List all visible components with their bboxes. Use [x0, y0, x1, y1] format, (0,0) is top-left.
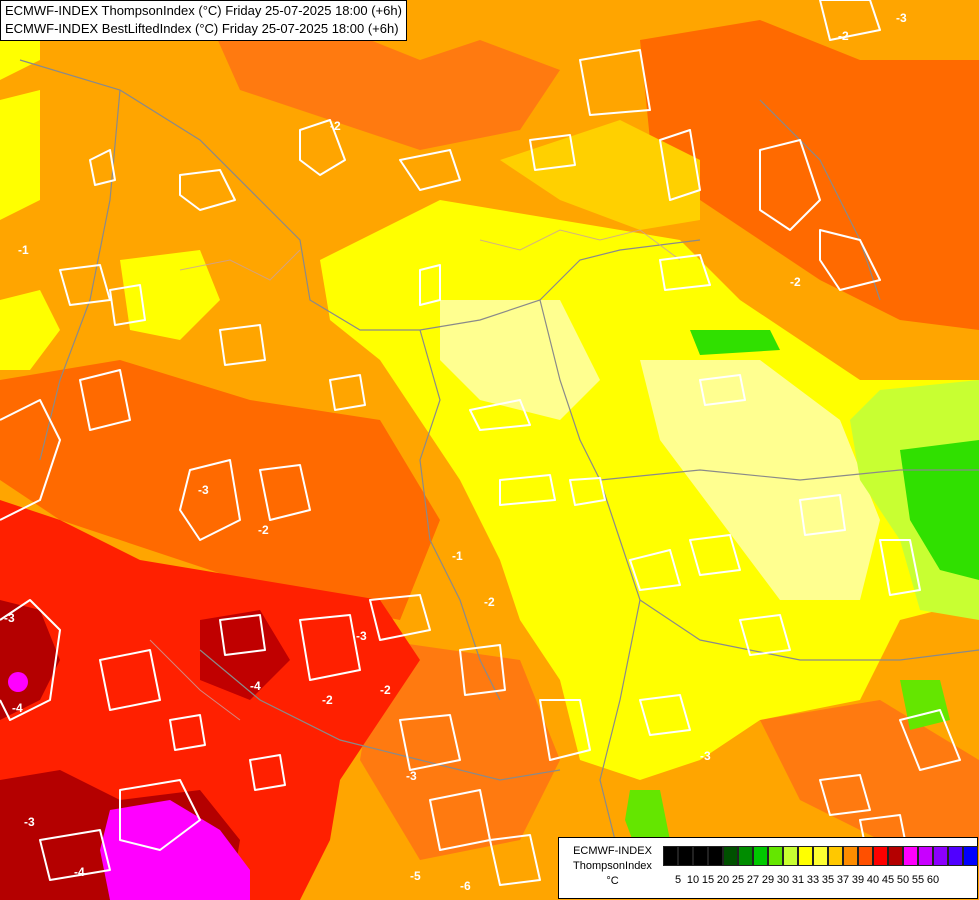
- legend-swatch: [678, 846, 693, 866]
- legend-swatch: [768, 846, 783, 866]
- legend-swatch: [753, 846, 768, 866]
- legend-tick: 15: [701, 874, 715, 886]
- legend-tick: 31: [791, 874, 805, 886]
- contour-label: -2: [484, 595, 495, 609]
- legend-swatch: [828, 846, 843, 866]
- legend-swatch: [783, 846, 798, 866]
- legend-swatch: [933, 846, 948, 866]
- legend-swatch: [843, 846, 858, 866]
- contour-label: -2: [838, 29, 849, 43]
- contour-label: -3: [198, 483, 209, 497]
- index-area-30: [440, 300, 600, 420]
- legend-swatch: [903, 846, 918, 866]
- contour-label: -4: [12, 701, 23, 715]
- legend-swatch: [708, 846, 723, 866]
- contour-label: -6: [460, 879, 471, 893]
- contour-label: -2: [790, 275, 801, 289]
- contour-label: -3: [4, 611, 15, 625]
- legend-swatch: [738, 846, 753, 866]
- contour-label: -3: [356, 629, 367, 643]
- legend-tick: 45: [881, 874, 895, 886]
- legend-swatch: [813, 846, 828, 866]
- legend-tick: 60: [926, 874, 940, 886]
- legend-tick: 35: [821, 874, 835, 886]
- border-outline: [149, 229, 681, 721]
- map-title: ECMWF-INDEX ThompsonIndex (°C) Friday 25…: [0, 0, 407, 41]
- legend-unit: °C: [606, 875, 619, 887]
- legend-swatch: [858, 846, 873, 866]
- legend-tick: 37: [836, 874, 850, 886]
- legend-swatch: [798, 846, 813, 866]
- legend-parameter: ThompsonIndex: [573, 860, 652, 872]
- legend-swatch: [873, 846, 888, 866]
- index-area-30: [0, 90, 40, 220]
- legend-tick: 20: [716, 874, 730, 886]
- legend-tick: 30: [776, 874, 790, 886]
- legend-tick: 25: [731, 874, 745, 886]
- legend-tick: 55: [911, 874, 925, 886]
- legend-tick: 10: [686, 874, 700, 886]
- legend-swatch: [693, 846, 708, 866]
- contour-label: -5: [410, 869, 421, 883]
- legend-swatch: [888, 846, 903, 866]
- index-area-35: [360, 640, 560, 860]
- index-area-33: [500, 120, 700, 230]
- title-lifted-index: ECMWF-INDEX BestLiftedIndex (°C) Friday …: [5, 21, 399, 36]
- legend-tick: 50: [896, 874, 910, 886]
- title-thompson-index: ECMWF-INDEX ThompsonIndex (°C) Friday 25…: [5, 3, 402, 18]
- index-area-30: [0, 290, 60, 370]
- legend-tick: 5: [674, 874, 682, 886]
- contour-label: -2: [330, 119, 341, 133]
- index-area-45: [100, 800, 250, 900]
- legend-tick: 27: [746, 874, 760, 886]
- index-area-45: [8, 672, 28, 692]
- contour-labels: -2 -3 -2 -1 -2 -3 -2 -2 -3 -2 -4 -3 -4 -…: [4, 11, 907, 893]
- index-area-35: [760, 700, 979, 840]
- contour-label: -1: [18, 243, 29, 257]
- contour-label: -3: [896, 11, 907, 25]
- index-area-27: [690, 330, 780, 355]
- contour-label: -4: [250, 679, 261, 693]
- legend-swatch: [948, 846, 963, 866]
- contour-label: -2: [322, 693, 333, 707]
- legend-tick: 29: [761, 874, 775, 886]
- index-area-30: [640, 360, 880, 600]
- color-legend: ECMWF-INDEX ThompsonIndex °C 5 10 15 20 25 27…: [558, 837, 978, 899]
- index-area-25: [900, 440, 979, 580]
- contour-label: -2: [380, 683, 391, 697]
- contour-label: -1: [452, 549, 463, 563]
- legend-tick: 33: [806, 874, 820, 886]
- contour-label: -3: [700, 749, 711, 763]
- country-borders: [19, 59, 979, 861]
- contour-label: -4: [74, 865, 85, 879]
- legend-swatch: [723, 846, 738, 866]
- legend-model: ECMWF-INDEX: [573, 845, 652, 857]
- contour-label: -3: [24, 815, 35, 829]
- contour-label: -2: [258, 523, 269, 537]
- legend-tick: 39: [851, 874, 865, 886]
- legend-swatch: [918, 846, 933, 866]
- legend-swatch: [963, 846, 978, 866]
- legend-swatch: [663, 846, 678, 866]
- contour-label: -3: [406, 769, 417, 783]
- lifted-index-contours: [0, 0, 961, 886]
- legend-tick: 40: [866, 874, 880, 886]
- index-area-35: [640, 20, 979, 330]
